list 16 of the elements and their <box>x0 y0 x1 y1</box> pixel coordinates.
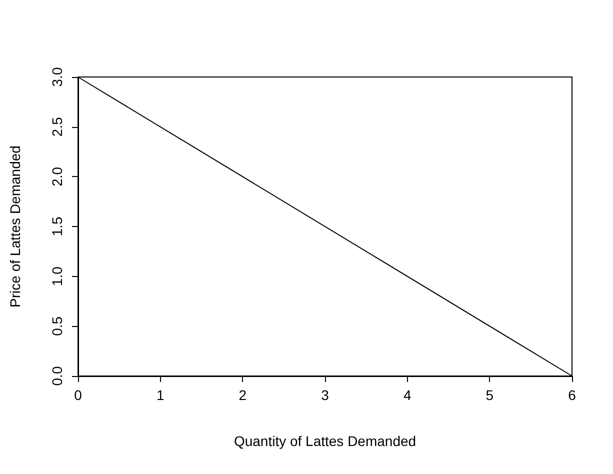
y-tick-label: 3.0 <box>49 67 65 87</box>
x-tick-label: 0 <box>74 387 82 403</box>
x-tick-label: 4 <box>403 387 412 403</box>
x-axis-title: Quantity of Lattes Demanded <box>234 433 416 449</box>
x-tick-label: 3 <box>321 387 330 403</box>
x-tick-label: 6 <box>568 387 576 403</box>
x-tick-label: 2 <box>238 387 247 403</box>
y-tick-label: 2.5 <box>49 116 65 137</box>
y-tick-label: 2.0 <box>49 166 65 186</box>
x-tick-label: 5 <box>486 387 494 403</box>
y-tick-label: 1.0 <box>49 266 65 286</box>
x-tick-label: 1 <box>156 387 164 403</box>
y-axis-title: Price of Lattes Demanded <box>7 146 23 308</box>
y-tick-label: 0.5 <box>49 316 65 336</box>
y-tick-label: 1.5 <box>49 216 65 236</box>
y-tick-label: 0.0 <box>49 366 65 386</box>
